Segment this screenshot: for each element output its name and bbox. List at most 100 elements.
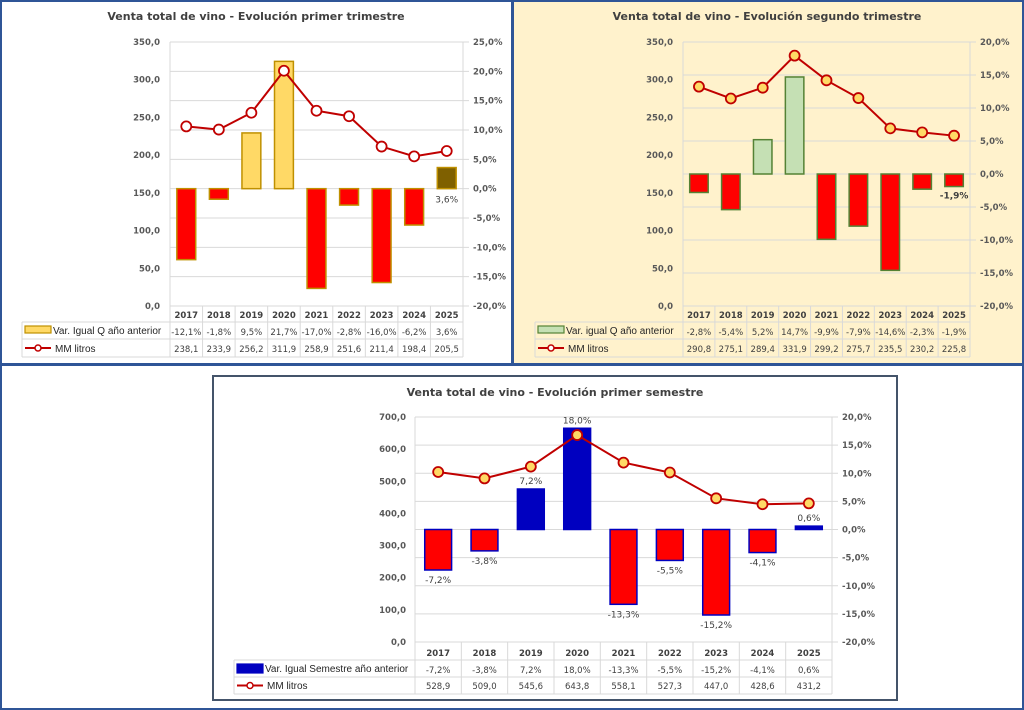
chart-panel-q2 <box>512 0 1024 365</box>
table-cell-variation: -2,3% <box>910 328 935 338</box>
table-cell-variation: -15,2% <box>701 666 731 676</box>
bar-data-label: -7,2% <box>425 576 452 586</box>
bar-data-label: 0,6% <box>797 514 820 524</box>
left-axis-tick: 200,0 <box>379 574 406 584</box>
x-axis-category: 2022 <box>847 311 871 321</box>
line-marker-2024 <box>408 150 421 163</box>
table-cell-litros: 528,9 <box>426 682 450 692</box>
line-marker-2017 <box>432 466 445 478</box>
bar-2023 <box>701 528 731 616</box>
bar-2022 <box>848 173 869 227</box>
x-axis-category: 2021 <box>815 311 839 321</box>
bar-data-label: -5,5% <box>657 566 684 576</box>
x-axis-category: 2024 <box>751 649 775 659</box>
table-cell-litros: 331,9 <box>782 345 806 355</box>
line-marker-2022 <box>663 466 676 479</box>
right-axis-tick: 20,0% <box>980 38 1010 48</box>
legend-key-bar <box>236 663 264 674</box>
table-cell-variation: -13,3% <box>608 666 638 676</box>
right-axis-tick: 0,0% <box>842 526 866 536</box>
left-axis-tick: 300,0 <box>379 542 406 552</box>
table-cell-litros: 233,9 <box>207 345 231 355</box>
left-axis-tick: 150,0 <box>133 189 160 199</box>
line-marker-2020 <box>788 49 801 62</box>
line-marker-2021 <box>820 74 833 87</box>
table-cell-litros: 299,2 <box>814 345 838 355</box>
bar-data-label: -13,3% <box>608 610 640 620</box>
x-axis-category: 2017 <box>426 649 450 659</box>
x-axis-category: 2020 <box>272 311 296 321</box>
legend-key-bar <box>537 325 565 334</box>
x-axis-category: 2020 <box>783 311 807 321</box>
table-cell-variation: -6,2% <box>402 328 427 338</box>
line-marker-2025 <box>948 129 960 142</box>
bar-data-label: 18,0% <box>563 416 592 426</box>
bar-2019 <box>752 138 773 175</box>
table-cell-variation: -7,2% <box>426 666 451 676</box>
right-axis-tick: -5,0% <box>473 214 501 224</box>
x-axis-category: 2019 <box>519 649 543 659</box>
bar-2019 <box>516 488 546 531</box>
line-marker-2017 <box>180 120 193 133</box>
chart-title: Venta total de vino - Evolución primer t… <box>107 10 404 23</box>
line-marker-2021 <box>310 104 323 117</box>
right-axis-tick: -20,0% <box>473 302 506 312</box>
chart-title: Venta total de vino - Evolución primer s… <box>407 386 704 399</box>
table-cell-variation: -7,9% <box>846 328 871 338</box>
left-axis-tick: 700,0 <box>379 413 406 423</box>
right-axis-tick: 5,0% <box>473 155 497 165</box>
right-axis-tick: -10,0% <box>980 236 1013 246</box>
table-cell-variation: -9,9% <box>814 328 839 338</box>
right-axis-tick: 10,0% <box>980 104 1010 114</box>
x-axis-category: 2023 <box>370 311 394 321</box>
table-cell-variation: 3,6% <box>436 328 458 338</box>
table-cell-litros: 256,2 <box>239 345 263 355</box>
line-marker-2019 <box>524 460 537 473</box>
bar-2024 <box>403 187 425 226</box>
line-marker-2020 <box>571 429 584 441</box>
table-cell-variation: -16,0% <box>367 328 397 338</box>
bar-2025 <box>794 525 824 531</box>
legend-key-marker <box>34 344 42 352</box>
left-axis-tick: 100,0 <box>646 227 673 237</box>
bar-2017 <box>423 528 453 571</box>
line-marker-2022 <box>343 110 355 123</box>
left-axis-tick: 600,0 <box>379 445 406 455</box>
line-series <box>698 54 955 137</box>
table-cell-variation: -17,0% <box>301 328 331 338</box>
right-axis-tick: 5,0% <box>842 497 866 507</box>
table-cell-variation: 0,6% <box>798 666 820 676</box>
table-cell-variation: -4,1% <box>750 666 775 676</box>
right-axis-tick: -20,0% <box>842 638 875 648</box>
left-axis-tick: 50,0 <box>652 264 673 274</box>
chart-1: Venta total de vino - Evolución primer t… <box>21 10 506 358</box>
x-axis-category: 2018 <box>473 649 497 659</box>
bar-2020 <box>562 427 592 531</box>
line-marker-2018 <box>724 92 737 105</box>
bar-2021 <box>609 528 638 606</box>
right-axis-tick: -10,0% <box>842 582 875 592</box>
table-cell-litros: 289,4 <box>751 345 775 355</box>
table-cell-variation: -2,8% <box>337 328 362 338</box>
x-axis-category: 2021 <box>305 311 329 321</box>
line-marker-2018 <box>212 123 225 136</box>
bar-2024 <box>748 528 777 554</box>
left-axis-tick: 100,0 <box>133 227 160 237</box>
x-axis-category: 2022 <box>658 649 682 659</box>
left-axis-tick: 250,0 <box>646 113 673 123</box>
table-cell-litros: 643,8 <box>565 682 589 692</box>
right-axis-tick: 0,0% <box>980 170 1004 180</box>
table-cell-litros: 238,1 <box>174 345 198 355</box>
table-cell-litros: 198,4 <box>402 345 426 355</box>
left-axis-tick: 0,0 <box>145 302 160 312</box>
bar-2022 <box>655 528 685 562</box>
legend-label-bar: Var. igual Q año anterior <box>566 326 674 337</box>
x-axis-category: 2024 <box>402 311 426 321</box>
legend-label-line: MM litros <box>568 344 609 355</box>
bar-data-label: -1,9% <box>940 192 969 202</box>
line-marker-2023 <box>375 140 388 153</box>
table-cell-litros: 311,9 <box>272 345 296 355</box>
x-axis-category: 2025 <box>797 649 821 659</box>
x-axis-category: 2021 <box>612 649 636 659</box>
x-axis-category: 2017 <box>687 311 711 321</box>
